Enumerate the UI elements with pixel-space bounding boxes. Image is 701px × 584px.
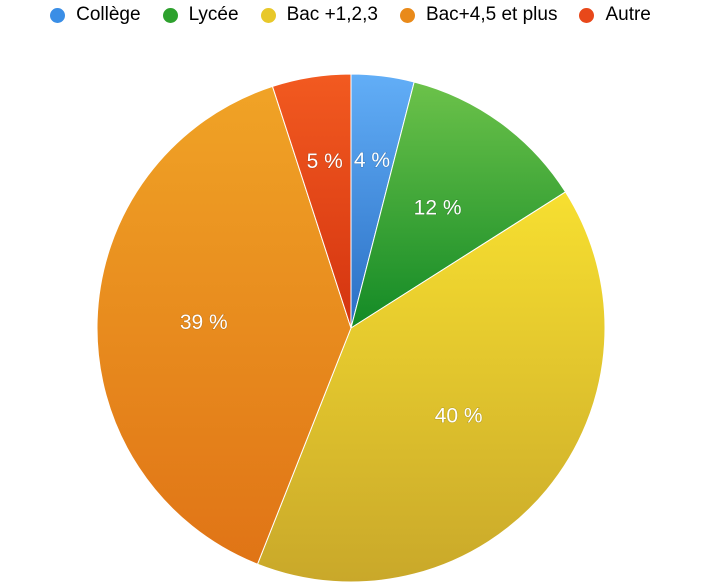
pie-slice [96,85,352,565]
pie-labels: 4 % 12 % 40 % 39 % 5 % [179,149,483,428]
legend-item: Collège [50,4,141,26]
legend-swatch [260,7,276,23]
legend: Collège Lycée Bac +1,2,3 Bac+4,5 et plus Aut… [0,0,701,30]
legend-label: Autre [605,4,651,25]
slice-label: 12 % [414,196,462,219]
legend-swatch [579,7,595,23]
pie-slices [96,73,606,583]
legend-item: Lycée [162,4,239,26]
legend-item: Autre [579,4,651,26]
legend-swatch [162,7,178,23]
legend-label: Collège [76,4,141,25]
legend-label: Bac+4,5 et plus [425,4,558,25]
legend-swatch [399,7,415,23]
slice-label: 5 % [307,150,343,173]
legend-item: Bac +1,2,3 [260,4,378,26]
slice-label: 40 % [435,405,483,428]
legend-swatch [50,7,66,23]
pie-slice [350,81,567,330]
legend-label: Bac +1,2,3 [286,4,378,25]
pie-slice [271,73,352,329]
legend-label: Lycée [188,4,239,25]
slice-label: 4 % [354,149,390,172]
slice-label: 39 % [180,311,228,334]
pie-slice [256,191,606,583]
legend-item: Bac+4,5 et plus [399,4,558,26]
